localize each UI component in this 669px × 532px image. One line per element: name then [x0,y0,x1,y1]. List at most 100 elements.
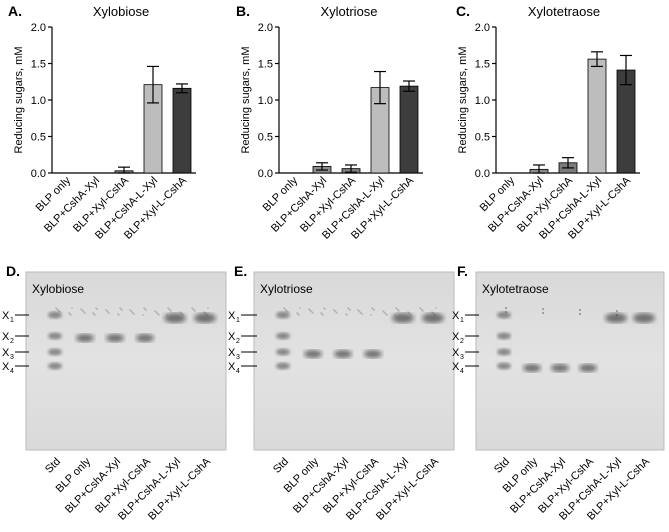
gel-speckle [357,309,359,311]
gel-speckle [333,309,335,311]
gel-speckle [106,310,108,312]
gel-speckle [132,312,134,314]
gel-speckle [130,310,132,312]
gel-speckle [119,307,121,309]
y-tick-label: 0.0 [475,168,490,180]
gel-speckle [107,311,109,313]
gel-speckle [143,307,145,309]
gel-speckle [370,314,372,316]
std-band [276,332,290,340]
gel-speckle [505,307,507,309]
y-tick-label: 2.0 [258,22,273,34]
marker-label: X [228,347,236,359]
gel-speckle [191,307,193,309]
y-tick-label: 0.5 [475,132,490,144]
marker-label: X [452,331,460,343]
gel-speckle [156,312,158,314]
chart-panel-3: C. Xylotetraose 0.0 0.5 1.0 1.5 2.0 Reducing su… [456,3,640,242]
gel-speckle [120,308,122,310]
gel-background [25,271,227,451]
gel-speckle [145,309,147,311]
gel-speckle [194,310,196,312]
sample-band [304,350,322,358]
gel-speckle [157,313,159,315]
gel-speckle [435,307,437,309]
gel-speckle [105,309,107,311]
y-tick-label: 1.0 [31,95,46,107]
sample-band [194,313,216,323]
gel-speckle [58,310,60,312]
gel-speckle [422,310,424,312]
gel-speckle [431,311,433,313]
lane-label: Std [492,456,512,476]
gel-speckle [385,313,387,315]
gel-speckle [336,312,338,314]
panel-letter: F. [457,263,468,279]
gel-speckle [68,312,70,314]
gel-speckle [179,311,181,313]
gel-speckle [81,309,83,311]
gel-speckle [311,311,313,313]
std-band [48,348,62,356]
marker-subscript: 4 [460,368,464,375]
gel-speckle [121,309,123,311]
sample-band [422,313,444,323]
sample-band [106,334,124,342]
std-band [497,348,511,356]
sample-band [579,364,597,372]
gel-speckle [70,314,72,316]
std-band [497,332,511,340]
gel-speckle [169,309,171,311]
gel-speckle [372,308,374,310]
gel-speckle [203,311,205,313]
marker-subscript: 3 [236,354,240,361]
gel-speckle [56,308,58,310]
y-axis-label: Reducing sugars, mM [240,47,252,154]
gel-background [253,271,455,451]
gel-title: Xylobiose [32,282,84,296]
marker-label: X [228,310,236,322]
gel-speckle [285,309,287,311]
gel-speckle [322,314,324,316]
y-tick-label: 1.0 [475,95,490,107]
y-tick-label: 0.5 [31,132,46,144]
gel-speckle [346,314,348,316]
gel-speckle [297,313,299,315]
gel-speckle [421,309,423,311]
chart-panel-1: A. Xylobiose 0.0 0.5 1.0 1.5 2.0 Reducing sugar… [8,3,196,242]
gel-title: Xylotetraose [482,282,549,296]
sample-band [605,313,627,323]
gel-speckle [420,308,422,310]
gel-speckle [360,312,362,314]
std-band [48,332,62,340]
gel-speckle [616,310,618,312]
chart-title: Xylotriose [320,4,377,19]
sample-band [164,313,186,323]
marker-label: X [452,310,460,322]
gel-speckle [158,314,160,316]
gel-speckle [395,307,397,309]
sample-band [551,364,569,372]
y-tick-label: 0.0 [258,168,273,180]
gel-speckle [579,309,581,311]
gel-speckle [382,310,384,312]
gel-speckle [154,310,156,312]
gel-speckle [345,313,347,315]
gel-speckle [579,313,581,315]
gel-speckle [324,308,326,310]
gel-speckle [94,314,96,316]
gel-speckle [310,310,312,312]
bar [616,69,636,174]
gel-speckle [398,310,400,312]
gel-speckle [296,312,298,314]
marker-label: X [2,361,10,373]
gel-speckle [323,307,325,309]
gel-speckle [108,312,110,314]
y-axis-label: Reducing sugars, mM [13,47,25,154]
gel-speckle [55,307,57,309]
gel-speckle [397,309,399,311]
marker-subscript: 3 [460,354,464,361]
gel-speckle [408,312,410,314]
gel-speckle [82,310,84,312]
marker-subscript: 4 [236,368,240,375]
